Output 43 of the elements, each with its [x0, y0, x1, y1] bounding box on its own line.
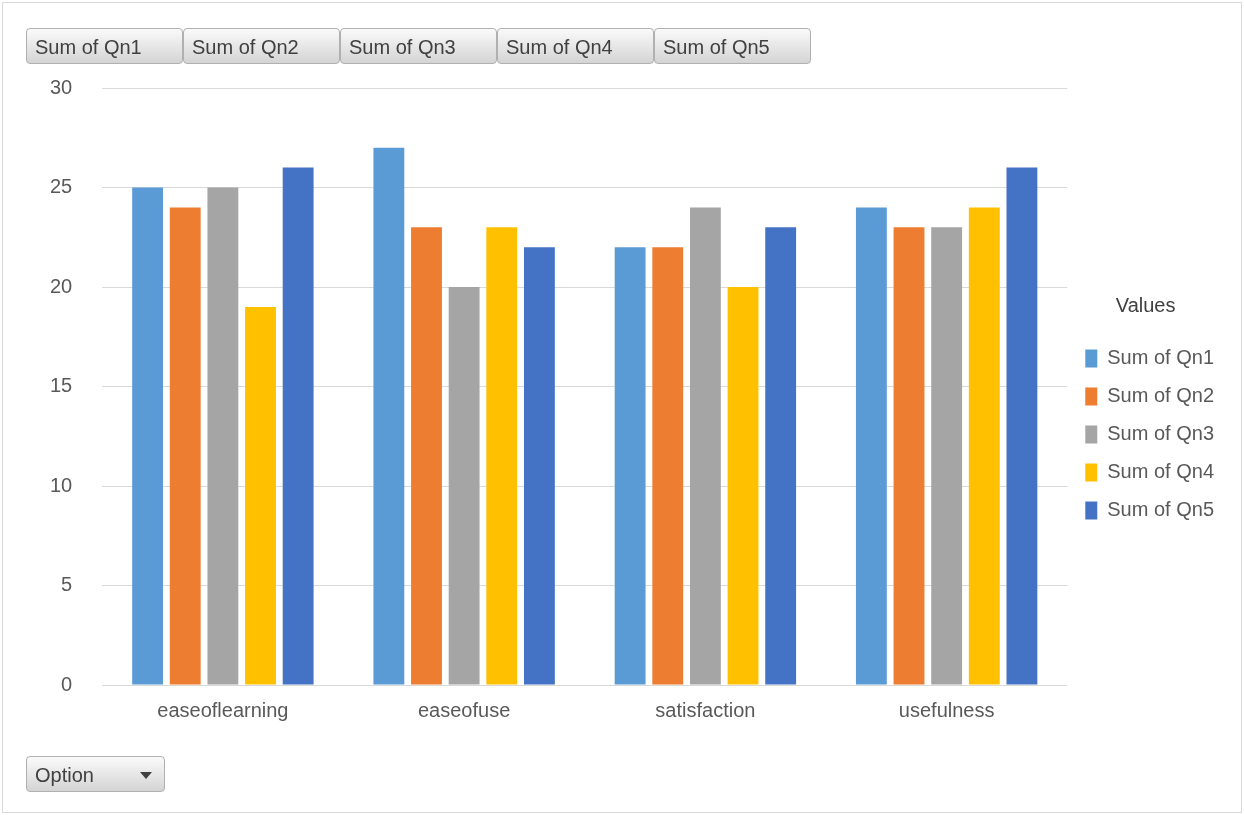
- bar: [245, 306, 276, 685]
- bar: [169, 207, 201, 685]
- x-tick-label: easeoflearning: [157, 698, 289, 721]
- legend-label: Sum of Qn1: [1107, 346, 1214, 369]
- bar: [855, 207, 887, 685]
- bar: [523, 247, 555, 685]
- y-tick-label: 10: [50, 473, 73, 496]
- y-tick-label: 0: [61, 672, 73, 695]
- bar: [689, 207, 721, 685]
- legend-label: Sum of Qn4: [1107, 460, 1214, 483]
- bar: [282, 167, 314, 685]
- bar: [486, 227, 518, 685]
- bar: [765, 227, 797, 685]
- bar: [411, 227, 442, 685]
- bar: [931, 227, 963, 685]
- y-tick-label: 30: [50, 75, 73, 98]
- bar: [893, 227, 925, 685]
- bar: [373, 147, 405, 685]
- bar: [727, 287, 759, 685]
- bar: [968, 207, 1000, 685]
- bar: [1006, 167, 1038, 685]
- text: Sum of Qn3: [349, 36, 456, 58]
- text: Sum of Qn1: [35, 36, 142, 58]
- bar: [207, 187, 239, 685]
- text: Sum of Qn5: [663, 36, 770, 58]
- legend-title: Values: [1115, 294, 1176, 317]
- x-tick-label: usefulness: [898, 698, 995, 721]
- x-tick-label: easeofuse: [417, 698, 511, 721]
- bar: [614, 247, 646, 685]
- y-tick-label: 5: [61, 573, 73, 596]
- y-tick-label: 15: [50, 374, 73, 397]
- bar: [132, 187, 164, 685]
- x-tick-label: satisfaction: [655, 698, 756, 721]
- text: Sum of Qn2: [192, 36, 299, 58]
- bar: [448, 287, 480, 685]
- text: Sum of Qn4: [506, 36, 613, 58]
- y-tick-label: 20: [50, 274, 73, 297]
- legend-label: Sum of Qn5: [1107, 498, 1214, 521]
- y-tick-label: 25: [50, 175, 73, 198]
- legend-label: Sum of Qn3: [1107, 422, 1214, 445]
- bar: [652, 247, 684, 685]
- text: Option: [35, 764, 94, 786]
- legend-label: Sum of Qn2: [1107, 384, 1214, 407]
